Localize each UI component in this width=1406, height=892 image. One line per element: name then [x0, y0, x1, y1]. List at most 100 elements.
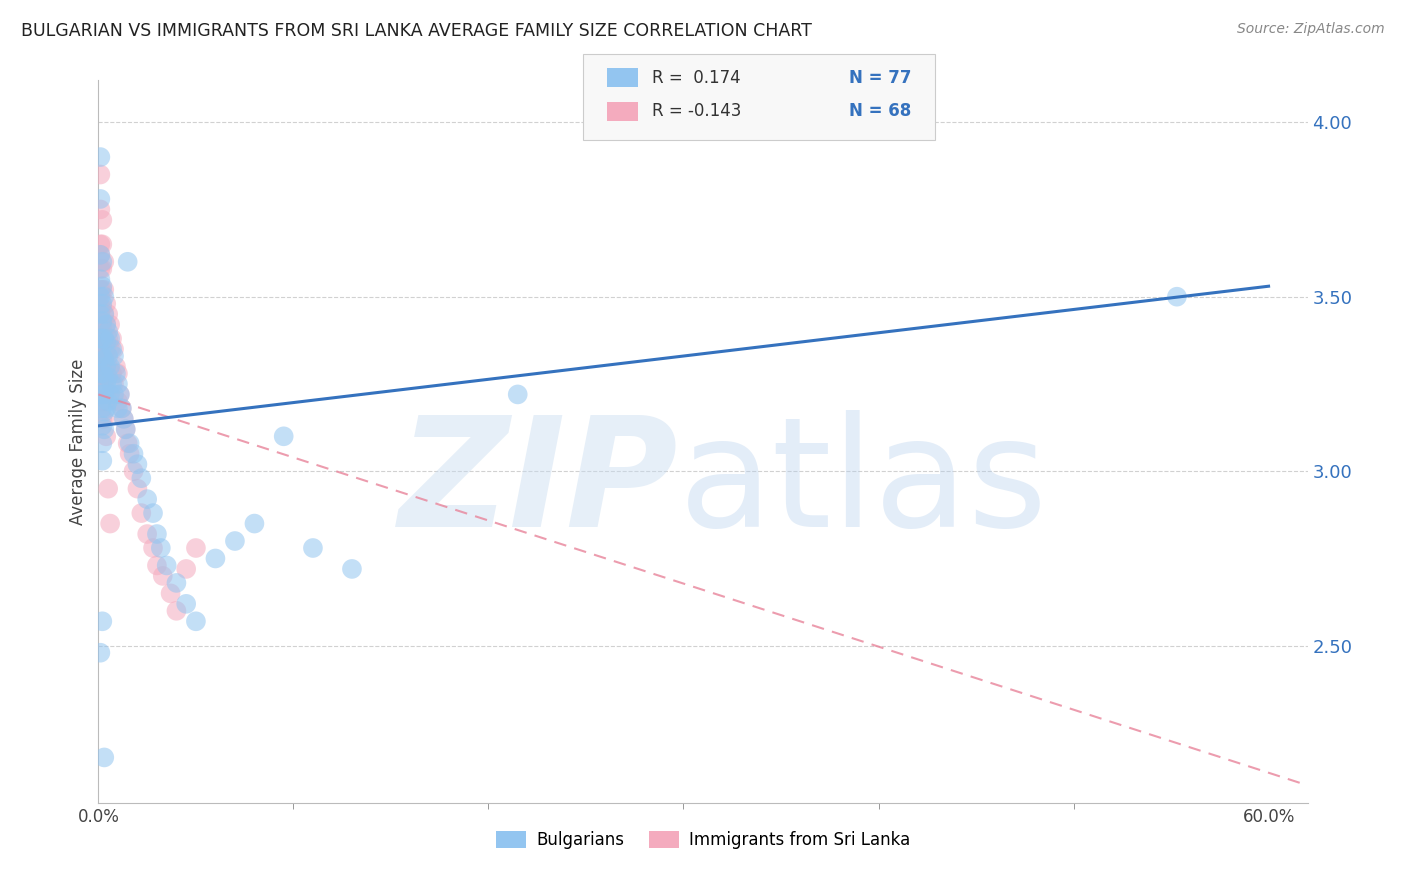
- Point: [114, 422, 136, 436]
- Point: [103, 376, 125, 391]
- Point: [204, 551, 226, 566]
- Point: [506, 387, 529, 401]
- Point: [174, 597, 197, 611]
- Point: [118, 436, 141, 450]
- Point: [93, 412, 115, 426]
- Point: [89, 150, 111, 164]
- Point: [136, 527, 159, 541]
- Point: [103, 342, 125, 356]
- Point: [165, 575, 187, 590]
- Point: [93, 254, 115, 268]
- Point: [98, 359, 121, 374]
- Point: [91, 213, 114, 227]
- Point: [91, 401, 114, 416]
- Point: [89, 202, 111, 217]
- Point: [96, 429, 118, 443]
- Point: [149, 541, 172, 555]
- Point: [103, 349, 125, 363]
- Point: [302, 541, 325, 555]
- Point: [89, 646, 111, 660]
- Point: [91, 615, 114, 629]
- Point: [96, 334, 118, 349]
- Point: [184, 541, 207, 555]
- Point: [107, 401, 129, 416]
- Point: [142, 506, 165, 520]
- Point: [97, 332, 120, 346]
- Point: [184, 615, 207, 629]
- Point: [96, 370, 118, 384]
- Point: [107, 367, 129, 381]
- Point: [108, 387, 131, 401]
- Y-axis label: Average Family Size: Average Family Size: [69, 359, 87, 524]
- Point: [152, 569, 174, 583]
- Point: [98, 332, 121, 346]
- Text: atlas: atlas: [679, 410, 1047, 559]
- Point: [96, 401, 118, 416]
- Point: [165, 604, 187, 618]
- Point: [93, 376, 115, 391]
- Point: [93, 370, 115, 384]
- Point: [89, 261, 111, 276]
- Point: [91, 436, 114, 450]
- Point: [91, 359, 114, 374]
- Point: [91, 349, 114, 363]
- Point: [97, 482, 120, 496]
- Point: [91, 283, 114, 297]
- Point: [93, 307, 115, 321]
- Point: [159, 586, 181, 600]
- Point: [131, 471, 153, 485]
- Text: R = -0.143: R = -0.143: [652, 103, 742, 120]
- Point: [89, 192, 111, 206]
- Text: N = 68: N = 68: [849, 103, 911, 120]
- Point: [107, 394, 129, 409]
- Point: [91, 296, 114, 310]
- Point: [1166, 290, 1188, 304]
- Point: [97, 359, 120, 374]
- Text: Source: ZipAtlas.com: Source: ZipAtlas.com: [1237, 22, 1385, 37]
- Point: [112, 412, 135, 426]
- Point: [97, 307, 120, 321]
- Point: [117, 254, 139, 268]
- Point: [91, 254, 114, 268]
- Point: [93, 283, 115, 297]
- Point: [91, 367, 114, 381]
- Point: [89, 283, 111, 297]
- Point: [89, 334, 111, 349]
- Point: [93, 750, 115, 764]
- Point: [91, 454, 114, 468]
- Point: [98, 387, 121, 401]
- Point: [136, 492, 159, 507]
- Point: [117, 436, 139, 450]
- Point: [89, 352, 111, 367]
- Point: [89, 248, 111, 262]
- Point: [273, 429, 295, 443]
- Point: [111, 401, 134, 416]
- Point: [89, 272, 111, 286]
- Point: [93, 332, 115, 346]
- Point: [97, 325, 120, 339]
- Point: [127, 482, 149, 496]
- Point: [98, 342, 121, 356]
- Point: [122, 447, 145, 461]
- Point: [89, 387, 111, 401]
- Point: [142, 541, 165, 555]
- Point: [93, 332, 115, 346]
- Point: [340, 562, 363, 576]
- Point: [89, 370, 111, 384]
- Point: [91, 412, 114, 426]
- Point: [89, 349, 111, 363]
- Point: [91, 394, 114, 409]
- Point: [93, 405, 115, 419]
- Point: [103, 387, 125, 401]
- Point: [101, 367, 124, 381]
- Text: R =  0.174: R = 0.174: [652, 69, 741, 87]
- Point: [96, 342, 118, 356]
- Point: [118, 447, 141, 461]
- Point: [96, 376, 118, 391]
- Point: [89, 332, 111, 346]
- Point: [91, 237, 114, 252]
- Point: [91, 334, 114, 349]
- Point: [89, 318, 111, 332]
- Point: [243, 516, 266, 531]
- Point: [91, 314, 114, 328]
